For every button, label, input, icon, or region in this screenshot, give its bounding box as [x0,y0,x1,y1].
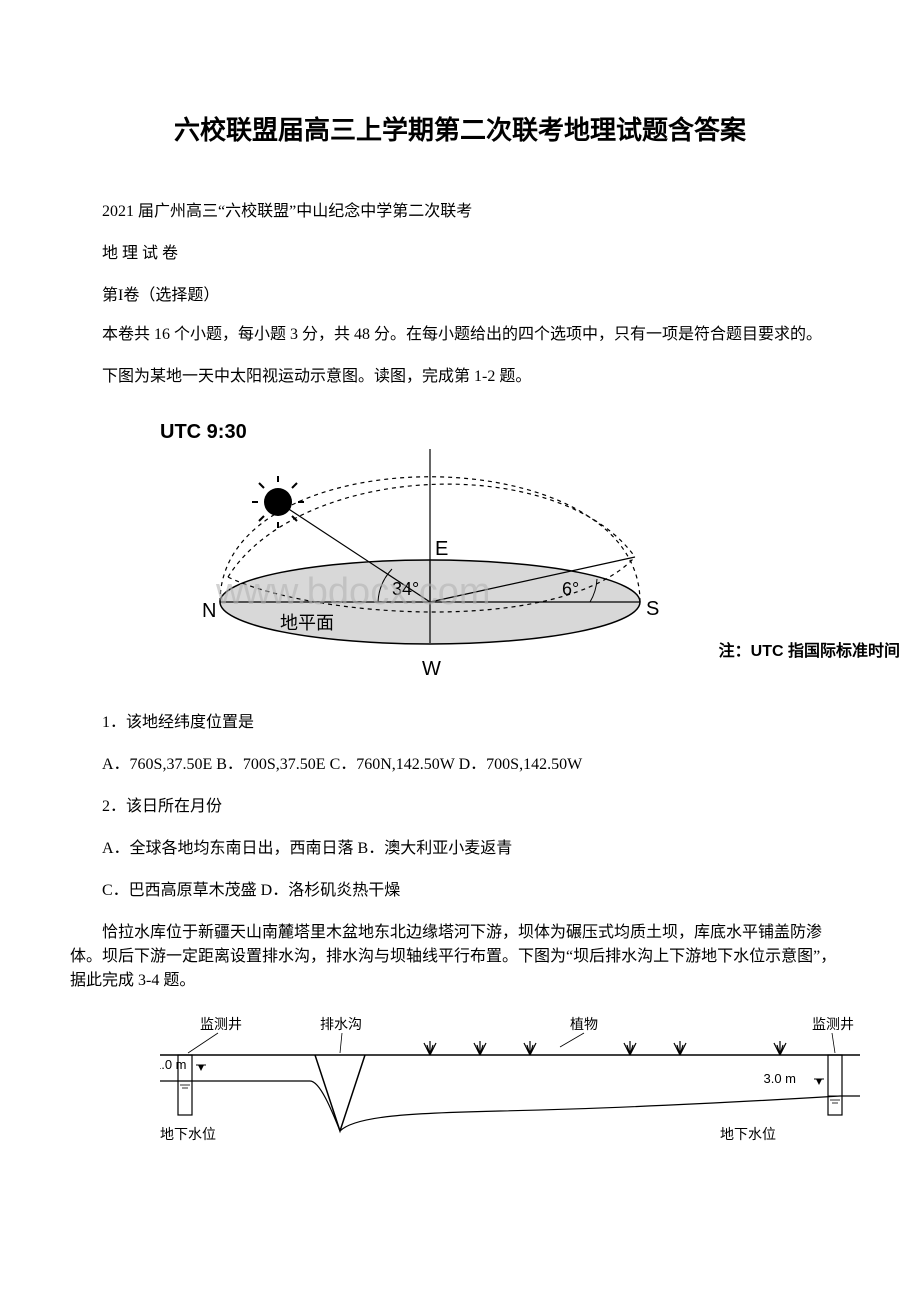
ground-label: 地平面 [280,613,334,633]
dir-e: E [435,538,448,560]
q2-options-ab: A．全球各地均东南日出，西南日落 B．澳大利亚小麦返青 [70,837,850,861]
fig2-intro: 恰拉水库位于新疆天山南麓塔里木盆地东北边缘塔河下游，坝体为碾压式均质土坝，库底水… [70,921,850,993]
dir-s: S [646,598,659,620]
dir-n: N [202,600,216,622]
q1-label: 1．该地经纬度位置是 [70,711,850,735]
plants [424,1041,786,1055]
utc-label: UTC 9:30 [160,421,247,444]
q2-options-cd: C．巴西高原草木茂盛 D．洛杉矶炎热干燥 [70,879,850,903]
instruction: 本卷共 16 个小题，每小题 3 分，共 48 分。在每小题给出的四个选项中，只… [70,323,850,347]
q1-options: A．760S,37.50E B．700S,37.50E C．760N,142.5… [70,753,850,777]
groundwater-diagram: 1.0 m 3.0 m 监测井 排水沟 植物 监测井 [160,1011,860,1171]
utc-note: 注：UTC 指国际标准时间 [719,637,900,661]
svg-text:排水沟: 排水沟 [320,1017,362,1033]
svg-text:植物: 植物 [570,1017,598,1033]
figure-1: UTC 9:30 www.bdocx.com [70,407,850,687]
exam-label: 地 理 试 卷 [70,239,850,263]
svg-text:监测井: 监测井 [812,1017,854,1033]
page-title: 六校联盟届高三上学期第二次联考地理试题含答案 [70,110,850,147]
svg-text:地下水位: 地下水位 [720,1127,776,1143]
svg-text:3.0 m: 3.0 m [763,1071,796,1086]
q2-label: 2．该日所在月份 [70,795,850,819]
svg-text:监测井: 监测井 [200,1017,242,1033]
sun-path-diagram: 34° 6° E N S W 地平面 [130,407,790,687]
angle-34: 34° [392,579,419,599]
dir-w: W [422,658,441,680]
angle-6: 6° [562,579,579,599]
fig1-intro: 下图为某地一天中太阳视运动示意图。读图，完成第 1-2 题。 [70,365,850,389]
figure-2: 1.0 m 3.0 m 监测井 排水沟 植物 监测井 [70,1011,850,1171]
svg-text:1.0 m: 1.0 m [160,1057,187,1072]
part-label: 第I卷（选择题） [70,281,850,305]
svg-text:地下水位: 地下水位 [160,1127,216,1143]
subtitle: 2021 届广州高三“六校联盟”中山纪念中学第二次联考 [70,197,850,221]
